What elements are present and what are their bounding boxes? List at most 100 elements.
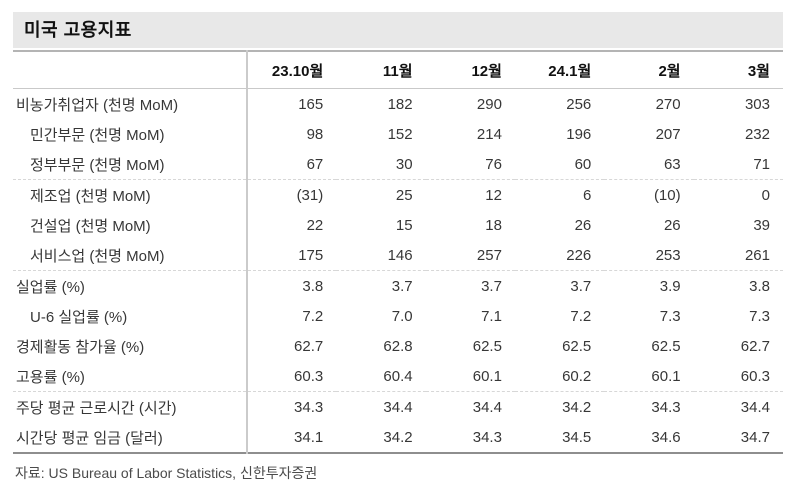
cell-value: 60.3 — [693, 361, 783, 392]
row-label: 비농가취업자 (천명 MoM) — [16, 96, 179, 114]
cell-value: 7.2 — [570, 307, 592, 325]
row-label: 건설업 (천명 MoM) — [30, 217, 151, 235]
cell-value: 67 — [245, 149, 337, 180]
table-row: 비농가취업자 (천명 MoM) 165 182 290 256 270 303 — [13, 88, 783, 119]
table-row: 민간부문 (천명 MoM) 98 152 214 196 207 232 — [13, 119, 783, 149]
cell-value: 7.1 — [481, 307, 502, 325]
cell-value: 3.7 — [570, 277, 592, 295]
cell-value: 62.5 — [562, 337, 592, 355]
cell-value: 34.2 — [562, 398, 592, 416]
cell-value: 34.4 — [472, 398, 502, 416]
cell-value: 207 — [655, 125, 681, 143]
table-row: 고용률 (%) 60.3 60.4 60.1 60.2 60.1 60.3 — [13, 361, 783, 392]
cell-value: 62.5 — [651, 337, 681, 355]
cell-value: 34.3 — [651, 398, 681, 416]
cell-value: 214 — [476, 125, 502, 143]
cell-value: 30 — [336, 149, 426, 180]
cell-value: 175 — [245, 240, 337, 271]
table-row: 서비스업 (천명 MoM) 175 146 257 226 253 261 — [13, 240, 783, 271]
table-row: 정부부문 (천명 MoM) 67 30 76 60 63 71 — [13, 149, 783, 180]
cell-value: 34.7 — [740, 428, 770, 446]
row-label-header — [13, 51, 247, 89]
cell-value: 22 — [245, 210, 337, 240]
cell-value: 3.7 — [391, 277, 413, 295]
row-label: 민간부문 (천명 MoM) — [30, 126, 165, 144]
cell-value: 34.4 — [740, 398, 770, 416]
cell-value: 34.2 — [383, 428, 413, 446]
cell-value: 62.7 — [740, 337, 770, 355]
cell-value: 261 — [693, 240, 783, 271]
cell-value: 182 — [387, 95, 413, 113]
cell-value: 232 — [744, 125, 770, 143]
cell-value: 7.0 — [391, 307, 413, 325]
cell-value: 60 — [514, 149, 605, 180]
cell-value: 62.5 — [472, 337, 502, 355]
table-row: 경제활동 참가율 (%) 62.7 62.8 62.5 62.5 62.5 62.7 — [13, 331, 783, 361]
source-note: 자료: US Bureau of Labor Statistics, 신한투자증… — [15, 465, 318, 481]
cell-value: 7.3 — [659, 307, 681, 325]
row-label: 주당 평균 근로시간 (시간) — [16, 399, 177, 417]
cell-value: 63 — [604, 149, 694, 180]
table-row: 시간당 평균 임금 (달러) 34.1 34.2 34.3 34.5 34.6 34.7 — [13, 422, 783, 453]
cell-value: 3.9 — [659, 277, 681, 295]
cell-value: 60.1 — [425, 361, 515, 392]
cell-value: 34.6 — [651, 428, 681, 446]
cell-value: 18 — [485, 216, 502, 234]
cell-value: 60.4 — [336, 361, 426, 392]
row-label: 정부부문 (천명 MoM) — [13, 149, 247, 180]
month-column-header: 3월 — [693, 51, 783, 89]
cell-value: 165 — [245, 88, 337, 119]
month-column-header: 12월 — [425, 51, 515, 89]
cell-value: 6 — [582, 186, 592, 204]
cell-value: 7.2 — [245, 301, 337, 331]
row-label: U-6 실업률 (%) — [30, 308, 128, 326]
cell-value: 7.3 — [749, 307, 770, 325]
cell-value: 34.3 — [472, 428, 502, 446]
row-label: 고용률 (%) — [13, 361, 247, 392]
cell-value: 253 — [604, 240, 694, 271]
cell-value: 98 — [245, 119, 337, 149]
cell-value: 39 — [753, 216, 770, 234]
row-label: 제조업 (천명 MoM) — [30, 187, 151, 205]
row-label: 경제활동 참가율 (%) — [16, 338, 145, 356]
cell-value: 152 — [387, 125, 413, 143]
row-label: 실업률 (%) — [16, 278, 85, 296]
cell-value: 226 — [514, 240, 605, 271]
cell-value: 76 — [425, 149, 515, 180]
employment-indicators-table: 23.10월 11월 12월 24.1월 2월 3월 비농가취업자 (천명 MoM) 165… — [13, 50, 783, 454]
cell-value: 3.8 — [245, 270, 337, 301]
table-row: 제조업 (천명 MoM) (31) 25 12 6 (10) 0 — [13, 179, 783, 210]
cell-value: 196 — [566, 125, 592, 143]
cell-value: 3.8 — [749, 277, 770, 295]
table-row: 실업률 (%) 3.8 3.7 3.7 3.7 3.9 3.8 — [13, 270, 783, 301]
table-header-row: 23.10월 11월 12월 24.1월 2월 3월 — [13, 51, 783, 89]
cell-value: 60.1 — [604, 361, 694, 392]
month-column-header: 11월 — [336, 51, 426, 89]
cell-value: 60.3 — [245, 361, 337, 392]
row-label: 서비스업 (천명 MoM) — [13, 240, 247, 271]
row-label: 시간당 평균 임금 (달러) — [16, 429, 163, 447]
month-column-header: 23.10월 — [245, 51, 337, 89]
table-title: 미국 고용지표 — [13, 12, 783, 48]
cell-value: 60.2 — [514, 361, 605, 392]
cell-value: 34.3 — [245, 391, 337, 422]
cell-value: 34.5 — [562, 428, 592, 446]
cell-value: 270 — [655, 95, 681, 113]
cell-value: 15 — [395, 216, 413, 234]
month-column-header: 24.1월 — [514, 51, 605, 89]
cell-value: 71 — [693, 149, 783, 180]
month-column-header: 2월 — [604, 51, 694, 89]
cell-value: 62.7 — [245, 331, 337, 361]
table-row: U-6 실업률 (%) 7.2 7.0 7.1 7.2 7.3 7.3 — [13, 301, 783, 331]
cell-value: 256 — [566, 95, 592, 113]
cell-value: (10) — [653, 186, 681, 204]
cell-value: 290 — [476, 95, 502, 113]
cell-value: (31) — [245, 179, 337, 210]
cell-value: 146 — [336, 240, 426, 271]
cell-value: 26 — [574, 216, 592, 234]
cell-value: 0 — [761, 186, 770, 204]
cell-value: 257 — [425, 240, 515, 271]
cell-value: 34.1 — [245, 422, 337, 453]
table-row: 건설업 (천명 MoM) 22 15 18 26 26 39 — [13, 210, 783, 240]
